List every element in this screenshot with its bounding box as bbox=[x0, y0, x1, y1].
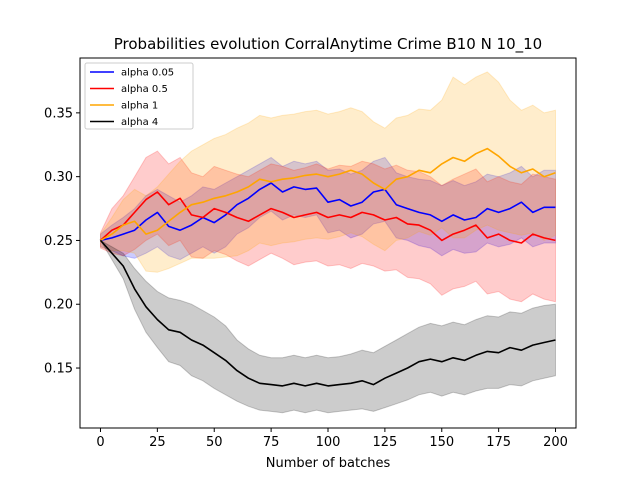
x-tick-label: 75 bbox=[263, 435, 280, 450]
y-tick-label: 0.20 bbox=[44, 298, 73, 313]
y-tick-label: 0.35 bbox=[44, 106, 73, 121]
legend-label-alpha-0-05: alpha 0.05 bbox=[121, 68, 174, 79]
x-tick-label: 125 bbox=[372, 435, 397, 450]
band-alpha-0-05 bbox=[100, 156, 556, 261]
y-tick-label: 0.30 bbox=[44, 170, 73, 185]
line-alpha-0-5 bbox=[99, 191, 556, 244]
legend-frame bbox=[84, 62, 194, 130]
y-tick-label: 0.25 bbox=[44, 234, 73, 249]
band-alpha-0-5 bbox=[100, 150, 556, 303]
legend-label-alpha-1: alpha 1 bbox=[121, 101, 158, 112]
x-tick-label: 175 bbox=[486, 435, 511, 450]
legend-label-alpha-4: alpha 4 bbox=[121, 117, 158, 128]
line-alpha-1 bbox=[100, 147, 556, 242]
x-tick-label: 200 bbox=[543, 435, 568, 450]
legend: alpha 0.05 alpha 0.5 alpha 1 alpha 4 bbox=[84, 62, 194, 130]
x-axis: 0 25 50 75 100 125 150 175 200 bbox=[96, 428, 568, 450]
x-tick-label: 50 bbox=[206, 435, 223, 450]
line-alpha-4 bbox=[99, 239, 556, 387]
y-axis: 0.15 0.20 0.25 0.30 0.35 bbox=[44, 106, 80, 377]
x-tick-label: 25 bbox=[149, 435, 166, 450]
x-tick-label: 0 bbox=[96, 435, 104, 450]
line-alpha-0-05 bbox=[100, 182, 556, 242]
x-axis-label: Number of batches bbox=[266, 456, 391, 471]
chart-title: Probabilities evolution CorralAnytime Cr… bbox=[114, 35, 542, 54]
y-tick-label: 0.15 bbox=[44, 362, 73, 377]
legend-label-alpha-0-5: alpha 0.5 bbox=[121, 84, 168, 95]
series-lines bbox=[99, 147, 556, 387]
band-alpha-4 bbox=[99, 239, 556, 414]
x-tick-label: 100 bbox=[316, 435, 341, 450]
x-tick-label: 150 bbox=[429, 435, 454, 450]
